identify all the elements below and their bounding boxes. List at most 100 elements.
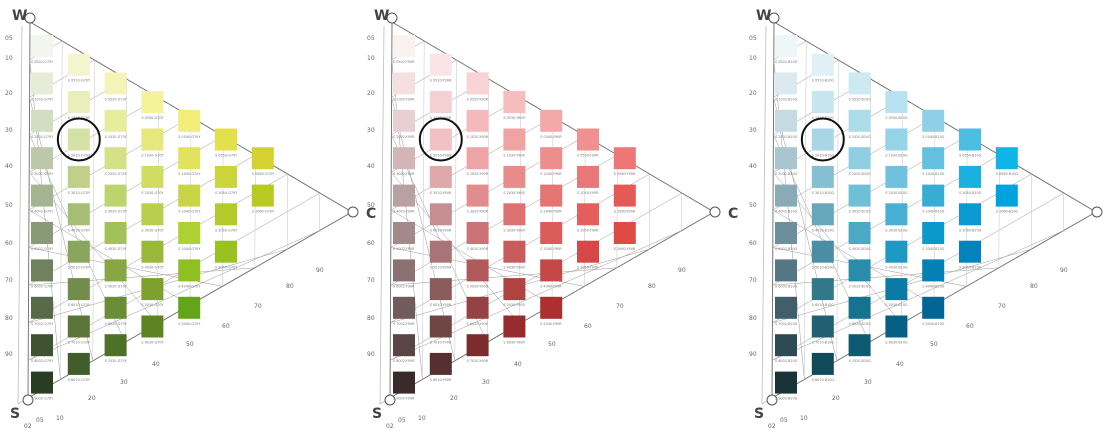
vertex-label-blackness: S: [754, 406, 764, 422]
color-swatch: [959, 166, 981, 188]
vertex-label-chromaticness: C: [728, 206, 738, 222]
scale-label-left: 50: [749, 202, 757, 209]
swatch-code-label: S 7010-B10G: [812, 341, 835, 345]
scale-label-bottom: 90: [316, 267, 324, 274]
color-swatch: [393, 222, 415, 244]
scale-label-left: 30: [367, 127, 375, 134]
grid-line: [455, 60, 457, 361]
color-swatch: [959, 129, 981, 151]
color-swatch: [849, 222, 871, 244]
color-swatch: [467, 110, 489, 132]
color-swatch: [178, 185, 200, 207]
grey-axis-back-line: [18, 26, 22, 404]
grey-axis-back-line: [380, 26, 384, 404]
swatch-code-label: S 6020-B10G: [849, 322, 872, 326]
color-swatch: [31, 72, 53, 94]
color-swatch: [885, 166, 907, 188]
color-swatch: [885, 316, 907, 338]
swatch-code-label: S 3040-G70Y: [178, 247, 201, 251]
scale-label-bottom: 02: [386, 423, 394, 430]
grid-line: [93, 60, 95, 361]
color-swatch: [68, 166, 90, 188]
color-swatch: [614, 185, 636, 207]
color-swatch: [540, 222, 562, 244]
scale-label-bottom: 05: [780, 417, 788, 424]
color-swatch: [775, 147, 797, 169]
swatch-code-label: S 0540-G70Y: [178, 135, 201, 139]
color-swatch: [467, 297, 489, 319]
color-swatch: [885, 203, 907, 225]
scale-label-bottom: 30: [864, 379, 872, 386]
swatch-code-label: S 5002-B10G: [775, 247, 798, 251]
scale-label-bottom: 90: [678, 267, 686, 274]
scale-label-bottom: 05: [398, 417, 406, 424]
color-swatch: [430, 203, 452, 225]
swatch-code-label: S 0550-Y90R: [577, 154, 599, 158]
swatch-code-label: S 7020-B10G: [849, 359, 872, 363]
swatch-code-label: S 2020-B10G: [849, 172, 872, 176]
color-swatch: [467, 185, 489, 207]
swatch-code-label: S 1030-Y90R: [503, 154, 525, 158]
scale-label-bottom: 30: [482, 379, 490, 386]
swatch-code-label: S 5040-B10G: [922, 322, 945, 326]
chromaticness-vertex-circle: [710, 207, 720, 217]
color-swatch: [141, 278, 163, 300]
color-swatch: [178, 297, 200, 319]
swatch-code-label: S 3020-G70Y: [105, 210, 128, 214]
color-swatch: [959, 241, 981, 263]
scale-label-left: 70: [5, 277, 13, 284]
swatch-code-label: S 4002-B10G: [775, 210, 798, 214]
color-swatch: [31, 334, 53, 356]
scale-label-bottom: 80: [1030, 283, 1038, 290]
swatch-code-label: S 2040-G70Y: [178, 210, 201, 214]
color-swatch: [775, 185, 797, 207]
color-swatch: [922, 297, 944, 319]
scale-label-bottom: 40: [514, 361, 522, 368]
color-swatch: [393, 147, 415, 169]
color-swatch: [922, 147, 944, 169]
scale-label-left: 10: [5, 55, 13, 62]
swatch-code-label: S 0560-Y90R: [614, 172, 636, 176]
swatch-code-label: S 4010-G70Y: [68, 228, 91, 232]
color-swatch: [430, 54, 452, 76]
scale-label-bottom: 70: [616, 303, 624, 310]
swatch-code-label: S 7002-Y90R: [393, 322, 415, 326]
swatch-code-label: S 0530-G70Y: [141, 116, 164, 120]
color-swatch: [68, 203, 90, 225]
scale-label-left: 30: [749, 127, 757, 134]
color-swatch: [775, 259, 797, 281]
color-swatch: [430, 241, 452, 263]
color-swatch: [922, 259, 944, 281]
swatch-code-label: S 1060-G70Y: [252, 210, 275, 214]
swatch-code-label: S 0540-Y90R: [540, 135, 562, 139]
color-swatch: [467, 147, 489, 169]
color-swatch: [503, 166, 525, 188]
swatch-code-label: S 5030-G70Y: [141, 303, 164, 307]
vertex-label-blackness: S: [10, 406, 20, 422]
swatch-code-label: S 2010-G70Y: [68, 154, 91, 158]
swatch-code-label: S 2030-G70Y: [141, 191, 164, 195]
swatch-code-label: S 5030-B10G: [885, 303, 908, 307]
scale-label-bottom: 40: [896, 361, 904, 368]
scale-label-left: 20: [367, 90, 375, 97]
scale-label-left: 05: [367, 35, 375, 42]
scale-label-left: 70: [749, 277, 757, 284]
color-swatch: [430, 353, 452, 375]
color-swatch: [812, 203, 834, 225]
scale-label-left: 60: [367, 240, 375, 247]
color-swatch: [393, 259, 415, 281]
color-swatch: [430, 166, 452, 188]
swatch-code-label: S 0520-G70Y: [105, 97, 128, 101]
swatch-code-label: S 6010-Y90R: [430, 303, 452, 307]
swatch-code-label: S 2040-Y90R: [540, 210, 562, 214]
swatch-code-label: S 7002-B10G: [775, 322, 798, 326]
color-swatch: [467, 334, 489, 356]
swatch-code-label: S 0502-G70Y: [31, 60, 54, 64]
swatch-code-label: S 3030-G70Y: [141, 228, 164, 232]
scale-label-left: 50: [5, 202, 13, 209]
swatch-code-label: S 6010-B10G: [812, 303, 835, 307]
color-swatch: [540, 147, 562, 169]
swatch-code-label: S 0510-Y90R: [430, 79, 452, 83]
swatch-code-label: S 2002-Y90R: [393, 135, 415, 139]
